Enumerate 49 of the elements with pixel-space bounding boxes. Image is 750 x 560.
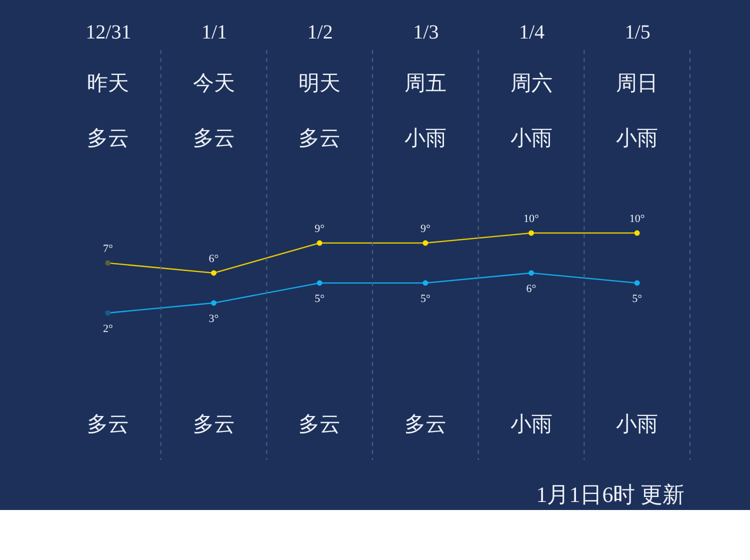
x-tick-label: 1/1 bbox=[201, 22, 228, 44]
text: 小雨 bbox=[510, 126, 552, 150]
point bbox=[105, 260, 111, 266]
x-tick-label: 1/4 bbox=[518, 22, 545, 44]
data-label: 5° bbox=[632, 292, 642, 305]
point bbox=[634, 230, 640, 236]
text: 小雨 bbox=[404, 126, 446, 150]
data-label: 3° bbox=[208, 312, 219, 325]
point bbox=[105, 310, 111, 316]
x-tick-label: 1/5 bbox=[624, 22, 650, 44]
text: 周日 bbox=[616, 71, 658, 95]
x-tick-label: 12/31 bbox=[86, 22, 132, 44]
text: 周六 bbox=[510, 71, 552, 95]
x-tick-label: 1/3 bbox=[413, 22, 439, 44]
point bbox=[316, 240, 322, 246]
text: 周五 bbox=[404, 71, 446, 95]
text: 多云 bbox=[86, 412, 129, 436]
text: 多云 bbox=[298, 126, 341, 150]
data-label: 6° bbox=[208, 252, 219, 265]
point bbox=[422, 280, 428, 286]
data-label: 10° bbox=[629, 213, 645, 226]
data-label: 2° bbox=[102, 322, 113, 335]
data-label: 9° bbox=[314, 223, 325, 236]
point bbox=[211, 300, 216, 306]
text: 昨天 bbox=[86, 71, 129, 95]
text: 明天 bbox=[298, 71, 341, 95]
text: 多云 bbox=[298, 412, 341, 436]
point bbox=[211, 270, 216, 276]
text: 小雨 bbox=[616, 412, 658, 436]
data-label: 9° bbox=[420, 223, 430, 236]
text: 多云 bbox=[86, 126, 129, 150]
text: 今天 bbox=[192, 71, 235, 95]
text: 多云 bbox=[192, 412, 235, 436]
data-label: 6° bbox=[526, 282, 536, 295]
text: 多云 bbox=[192, 126, 235, 150]
text: 多云 bbox=[404, 412, 446, 436]
point bbox=[316, 280, 322, 286]
data-label: 7° bbox=[102, 242, 113, 255]
x-tick-label: 1/2 bbox=[307, 22, 333, 44]
text: 小雨 bbox=[616, 126, 658, 150]
point bbox=[422, 240, 428, 246]
text: 小雨 bbox=[510, 412, 552, 436]
text: 1月1日6时 更新 bbox=[536, 482, 685, 507]
point bbox=[528, 270, 534, 276]
data-label: 5° bbox=[314, 292, 325, 305]
point bbox=[528, 230, 534, 236]
point bbox=[634, 280, 640, 286]
data-label: 10° bbox=[524, 213, 539, 226]
data-label: 5° bbox=[420, 292, 430, 305]
